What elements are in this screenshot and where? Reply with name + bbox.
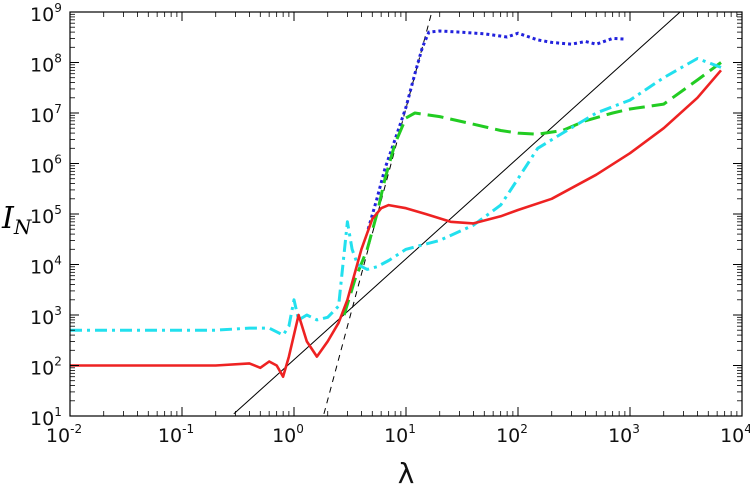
x-tick-label: 101: [384, 422, 416, 447]
y-tick-label: 102: [30, 355, 62, 380]
series-line-3: [70, 57, 722, 337]
x-tick-label: 10-2: [46, 422, 82, 447]
plot-frame: [69, 11, 743, 417]
y-tick-label: 104: [30, 254, 62, 279]
x-axis: 10-2 10-1 100 101 102 103 104: [46, 12, 750, 447]
x-tick-label: 104: [720, 422, 750, 447]
x-tick-label: 10-1: [158, 422, 194, 447]
reference-line-solid: [233, 12, 681, 415]
y-tick-label: 106: [30, 153, 62, 178]
y-axis: 101 102 103 104 105 106 107 108 109: [30, 1, 742, 430]
y-tick-label: 103: [30, 304, 62, 329]
y-tick-label: 107: [30, 102, 62, 127]
y-axis-label-main: I: [1, 201, 15, 236]
y-tick-label: 101: [30, 405, 62, 430]
x-tick-label: 102: [496, 422, 528, 447]
x-tick-label: 100: [272, 422, 304, 447]
y-axis-label-sub: N: [13, 215, 33, 239]
y-tick-label: 108: [30, 52, 62, 77]
x-axis-label: λ: [398, 457, 415, 490]
y-tick-label: 109: [30, 1, 62, 26]
y-tick-label: 105: [30, 203, 62, 228]
x-tick-label: 103: [608, 422, 640, 447]
series-line-4: [70, 69, 722, 378]
plot-area: [70, 12, 722, 415]
series-line-2: [342, 61, 722, 316]
y-axis-label: IN: [1, 201, 33, 239]
